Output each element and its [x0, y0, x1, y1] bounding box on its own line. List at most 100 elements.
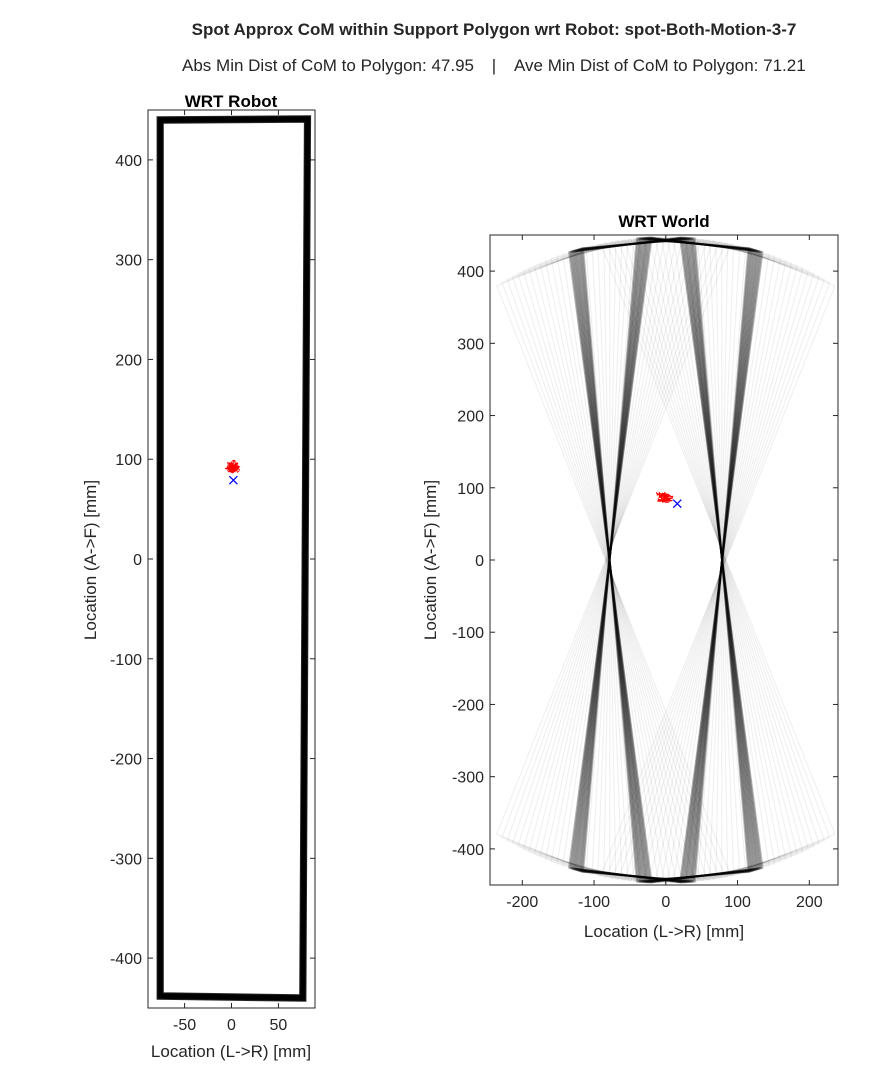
robot-xtick-label: 50: [270, 1017, 288, 1034]
support-polygon-frame: [573, 237, 758, 883]
world-xtick-label: 0: [661, 894, 670, 911]
support-polygon-frame: [580, 237, 752, 883]
support-polygon-frame: [562, 236, 770, 884]
support-polygon-frame: [573, 237, 758, 883]
support-polygon-frame: [539, 236, 793, 884]
support-polygon-frame: [570, 236, 762, 884]
support-polygon-frame: [556, 236, 776, 884]
support-polygon-frame: [576, 237, 755, 883]
support-polygon-frame: [567, 236, 764, 884]
world-ytick-label: 200: [457, 409, 484, 426]
support-polygon-frame: [506, 240, 826, 880]
world-frame-plot-area: [489, 234, 839, 886]
robot-frame-plot-area: [147, 109, 316, 1009]
support-polygon-frame: [495, 243, 836, 877]
support-polygon-frame: [533, 237, 799, 883]
world-ytick-label: -200: [452, 697, 484, 714]
robot-ytick-label: 100: [115, 452, 142, 469]
support-polygon-frame: [603, 240, 729, 880]
figure-title: Spot Approx CoM within Support Polygon w…: [192, 20, 797, 39]
world-frame-title: WRT World: [618, 212, 709, 231]
robot-frame-data: [156, 115, 312, 1002]
support-polygon-frame: [577, 237, 754, 883]
figure-subtitle-separator: |: [492, 56, 496, 75]
robot-ytick-label: 400: [115, 153, 142, 170]
support-polygon-frame: [501, 242, 831, 878]
support-polygon-frame: [577, 237, 754, 883]
support-polygon-frame: [156, 115, 312, 1002]
com-mean-marker: [672, 499, 682, 509]
figure-subtitle-right: Ave Min Dist of CoM to Polygon: 71.21: [514, 56, 806, 75]
robot-xtick-label: 0: [227, 1017, 236, 1034]
support-polygon-frame: [517, 239, 815, 881]
support-polygon-frame: [550, 236, 782, 884]
support-polygon-frame: [580, 237, 752, 883]
support-polygon-frame: [579, 237, 753, 883]
support-polygon-frame: [528, 237, 804, 883]
figure-subtitle-left: Abs Min Dist of CoM to Polygon: 47.95: [182, 56, 474, 75]
robot-frame-xlabel: Location (L->R) [mm]: [151, 1042, 311, 1061]
support-polygon-frame: [522, 238, 810, 882]
world-ytick-label: 300: [457, 336, 484, 353]
support-polygon-frame: [571, 236, 761, 884]
support-polygon-frame: [578, 237, 753, 883]
support-polygon-frame: [501, 242, 831, 878]
world-xtick-label: -100: [578, 894, 610, 911]
world-frame-ylabel: Location (A->F) [mm]: [421, 480, 440, 640]
support-polygon-frame: [572, 236, 760, 884]
world-ytick-label: 100: [457, 481, 484, 498]
support-polygon-frame: [609, 241, 723, 879]
support-polygon-frame: [528, 237, 804, 883]
robot-frame-ticks: -50 0 50 400 300 200 100 0 -100 -200 -300 -400: [110, 110, 315, 1034]
robot-frame-axes: WRT Robot -50 0 50 400 300 200 100 0 -100 -200 -30…: [81, 92, 316, 1061]
support-polygon-frame: [597, 239, 735, 881]
com-mean-marker: [228, 475, 238, 485]
support-polygon-frame: [581, 237, 751, 883]
support-polygon-frame: [585, 238, 747, 882]
support-polygon-frame: [573, 236, 759, 884]
support-polygon-frame: [591, 238, 741, 882]
world-ytick-label: 0: [475, 553, 484, 570]
support-polygon-frame: [556, 236, 776, 884]
support-polygon-frame: [567, 236, 764, 884]
robot-ytick-label: -100: [110, 652, 142, 669]
world-xtick-label: 100: [724, 894, 751, 911]
support-polygon-frame: [582, 237, 750, 883]
support-polygon-frame: [506, 240, 826, 880]
support-polygon-frame: [591, 238, 741, 882]
support-polygon-frame: [511, 240, 820, 880]
world-ytick-label: -400: [452, 842, 484, 859]
support-polygon-frame: [562, 236, 770, 884]
support-polygon-frame: [522, 238, 810, 882]
support-polygon-frame: [533, 237, 799, 883]
robot-ytick-label: -200: [110, 752, 142, 769]
support-polygon-frame: [517, 239, 815, 881]
robot-ytick-label: 300: [115, 253, 142, 270]
support-polygon-frame: [572, 236, 760, 884]
support-polygon-frame: [571, 236, 761, 884]
world-xtick-label: 200: [796, 894, 823, 911]
support-polygon-frame: [581, 237, 751, 883]
support-polygon-frame: [569, 236, 763, 884]
world-ytick-label: -300: [452, 770, 484, 787]
com-trace: [655, 491, 674, 504]
world-xtick-label: -200: [506, 894, 538, 911]
support-polygon-frame: [544, 236, 787, 884]
support-polygon-frame: [582, 237, 750, 883]
support-polygon-frame: [603, 240, 729, 880]
world-frame-xlabel: Location (L->R) [mm]: [584, 922, 744, 941]
support-polygon-frame: [573, 236, 759, 884]
support-polygon-frame: [539, 236, 793, 884]
robot-xtick-label: -50: [173, 1017, 196, 1034]
robot-ytick-label: -400: [110, 951, 142, 968]
com-trace: [224, 459, 241, 474]
support-polygon-frame: [575, 236, 756, 884]
support-polygon-frame: [550, 236, 782, 884]
support-polygon-frame: [575, 236, 756, 884]
world-ytick-label: 400: [457, 264, 484, 281]
world-frame-ticks: -200 -100 0 100 200 400 300 200 100 0 -100 -200 -300…: [452, 235, 838, 911]
support-polygon-frame: [568, 236, 764, 884]
support-polygon-frame: [578, 237, 753, 883]
world-ytick-label: -100: [452, 625, 484, 642]
